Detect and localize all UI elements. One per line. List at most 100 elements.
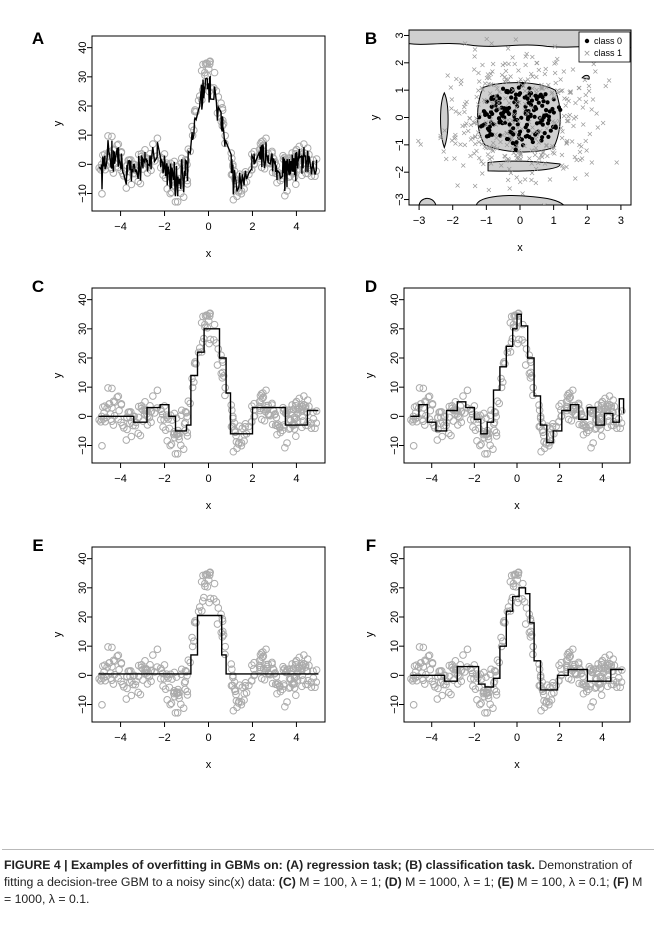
region-bottom-band [475, 195, 565, 205]
class0-point [510, 88, 515, 93]
class1-point: × [563, 163, 570, 172]
data-point [183, 687, 192, 696]
class1-point: × [564, 117, 571, 126]
data-point [506, 577, 515, 586]
class1-point: × [495, 98, 502, 107]
class1-point: × [560, 164, 567, 173]
class1-point: × [509, 116, 516, 125]
class0-point [520, 143, 526, 148]
class1-point: × [475, 128, 482, 137]
data-point [177, 665, 186, 674]
class0-point [506, 111, 512, 117]
class1-point: × [536, 154, 543, 163]
data-point [500, 617, 508, 625]
data-point [117, 399, 126, 408]
data-point [309, 408, 317, 416]
data-point [205, 598, 213, 607]
data-point [434, 413, 442, 422]
data-point [445, 661, 454, 670]
data-point [582, 683, 590, 691]
data-point [278, 426, 287, 435]
class0-point [536, 129, 541, 134]
data-point [480, 692, 488, 701]
data-point [300, 651, 308, 659]
data-point [108, 643, 116, 652]
class1-point: × [580, 120, 587, 129]
class1-point: × [504, 141, 511, 150]
y-tick-label-b: −1 [394, 139, 406, 152]
class0-point [515, 100, 520, 105]
class0-point [498, 133, 503, 138]
data-point [419, 643, 428, 652]
y-tick-label-e: 30 [77, 582, 89, 594]
data-point [268, 660, 276, 668]
class1-point: × [581, 75, 588, 84]
class0-point [516, 85, 521, 90]
data-point [577, 670, 585, 678]
class1-point: × [458, 76, 465, 85]
class1-point: × [488, 70, 495, 79]
class0-point [514, 140, 519, 145]
class1-point: × [462, 100, 469, 109]
class0-point [520, 81, 525, 87]
class1-point: × [479, 85, 486, 94]
class1-point: × [508, 135, 515, 144]
class1-point: × [590, 95, 597, 104]
class1-point: × [479, 169, 486, 178]
data-point [291, 399, 300, 407]
class1-point: × [561, 67, 568, 76]
data-point [142, 405, 151, 414]
plot-area-a [95, 57, 321, 206]
data-point [514, 569, 522, 577]
data-point [597, 399, 606, 407]
class0-point [529, 98, 535, 103]
plot-area-e [95, 568, 321, 717]
data-point [242, 689, 251, 697]
data-point [264, 401, 272, 410]
data-point [198, 607, 206, 615]
data-point [95, 675, 103, 683]
class1-point: × [570, 65, 577, 74]
class0-point [551, 97, 556, 102]
data-point [463, 645, 472, 654]
class1-point: × [477, 132, 484, 141]
x-tick-label-e: −2 [158, 732, 171, 744]
class1-point: × [552, 118, 559, 127]
data-point [577, 411, 585, 419]
data-point [167, 440, 176, 449]
data-point [474, 674, 482, 682]
class1-point: × [507, 124, 514, 133]
class1-point: × [520, 81, 527, 90]
class0-point [512, 114, 517, 119]
data-point [98, 701, 106, 709]
data-point [584, 685, 593, 694]
class1-point: × [557, 75, 564, 84]
class1-point: × [493, 81, 500, 90]
class1-point: × [534, 128, 541, 137]
class1-point: × [473, 114, 480, 123]
class1-point: × [543, 142, 550, 151]
data-point [519, 320, 527, 329]
data-point [109, 680, 118, 688]
data-point [134, 413, 143, 422]
data-point [249, 406, 258, 414]
data-point [235, 422, 244, 430]
class1-point: × [529, 128, 536, 137]
y-tick-label-d: 10 [389, 381, 401, 393]
data-point [539, 687, 547, 696]
data-point [118, 421, 127, 430]
class1-point: × [580, 103, 587, 112]
y-tick-label-f: 0 [389, 672, 401, 678]
y-tick-label-e: 0 [77, 672, 89, 678]
class0-point [484, 134, 490, 139]
class0-point [527, 134, 532, 140]
class0-point [505, 90, 511, 95]
class1-point: × [461, 129, 468, 138]
class1-point: × [547, 175, 554, 184]
data-point [451, 669, 460, 677]
data-point [261, 407, 270, 416]
y-tick-label-f: 20 [389, 611, 401, 623]
class1-point: × [462, 39, 469, 48]
data-point [579, 421, 588, 430]
data-point [582, 428, 591, 437]
